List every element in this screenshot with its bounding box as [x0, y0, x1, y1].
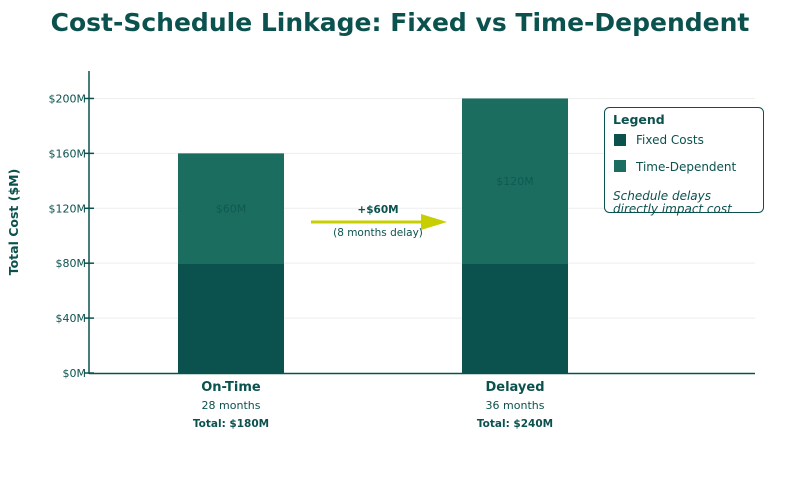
y-tick-label: $40M [56, 312, 87, 325]
category-total: Total: $180M [193, 418, 269, 430]
category-label: Delayed [485, 380, 544, 395]
y-tick-label: $120M [49, 202, 87, 215]
chart-title: Cost-Schedule Linkage: Fixed vs Time-Dep… [51, 8, 750, 37]
category-total: Total: $240M [477, 418, 553, 430]
category-labels: On-Time 28 months Total: $180M Delayed 36 mo… [193, 380, 553, 430]
y-tick-label: $200M [49, 92, 87, 105]
legend-swatch-fixed [614, 134, 626, 146]
bar-on-time-fixed-costs [178, 263, 284, 373]
legend-title: Legend [613, 112, 665, 127]
delay-annotation: +$60M (8 months delay) [311, 204, 447, 239]
y-tick-label: $80M [56, 257, 87, 270]
delta-cost-label: +$60M [357, 204, 398, 216]
segment-value-label: $60M [216, 202, 247, 215]
category-label: On-Time [201, 380, 261, 395]
delay-months-label: (8 months delay) [333, 227, 423, 239]
legend: Legend Fixed Costs Time-Dependent Schedu… [604, 107, 764, 216]
delay-arrow-head [421, 214, 447, 230]
legend-box [604, 107, 764, 213]
y-tick-label: $0M [63, 367, 87, 380]
category-duration: 36 months [486, 399, 545, 412]
bar-on-time-time-dependent [178, 153, 284, 264]
y-ticks: $0M $40M $80M $120M $160M $200M [49, 92, 94, 380]
bars: $60M $120M [178, 98, 568, 373]
segment-value-label: $120M [496, 175, 534, 188]
bar-delayed-time-dependent [462, 98, 568, 264]
axes [88, 71, 755, 375]
category-duration: 28 months [202, 399, 261, 412]
legend-swatch-time-dependent [614, 160, 626, 172]
legend-item-time-dependent: Time-Dependent [635, 160, 737, 174]
y-axis-label: Total Cost ($M) [6, 169, 21, 276]
legend-note-line-1: Schedule delays [613, 189, 711, 203]
y-tick-label: $160M [49, 147, 87, 160]
bar-delayed-fixed-costs [462, 263, 568, 373]
legend-item-fixed: Fixed Costs [636, 133, 704, 147]
legend-note-line-2: directly impact cost [613, 202, 733, 216]
